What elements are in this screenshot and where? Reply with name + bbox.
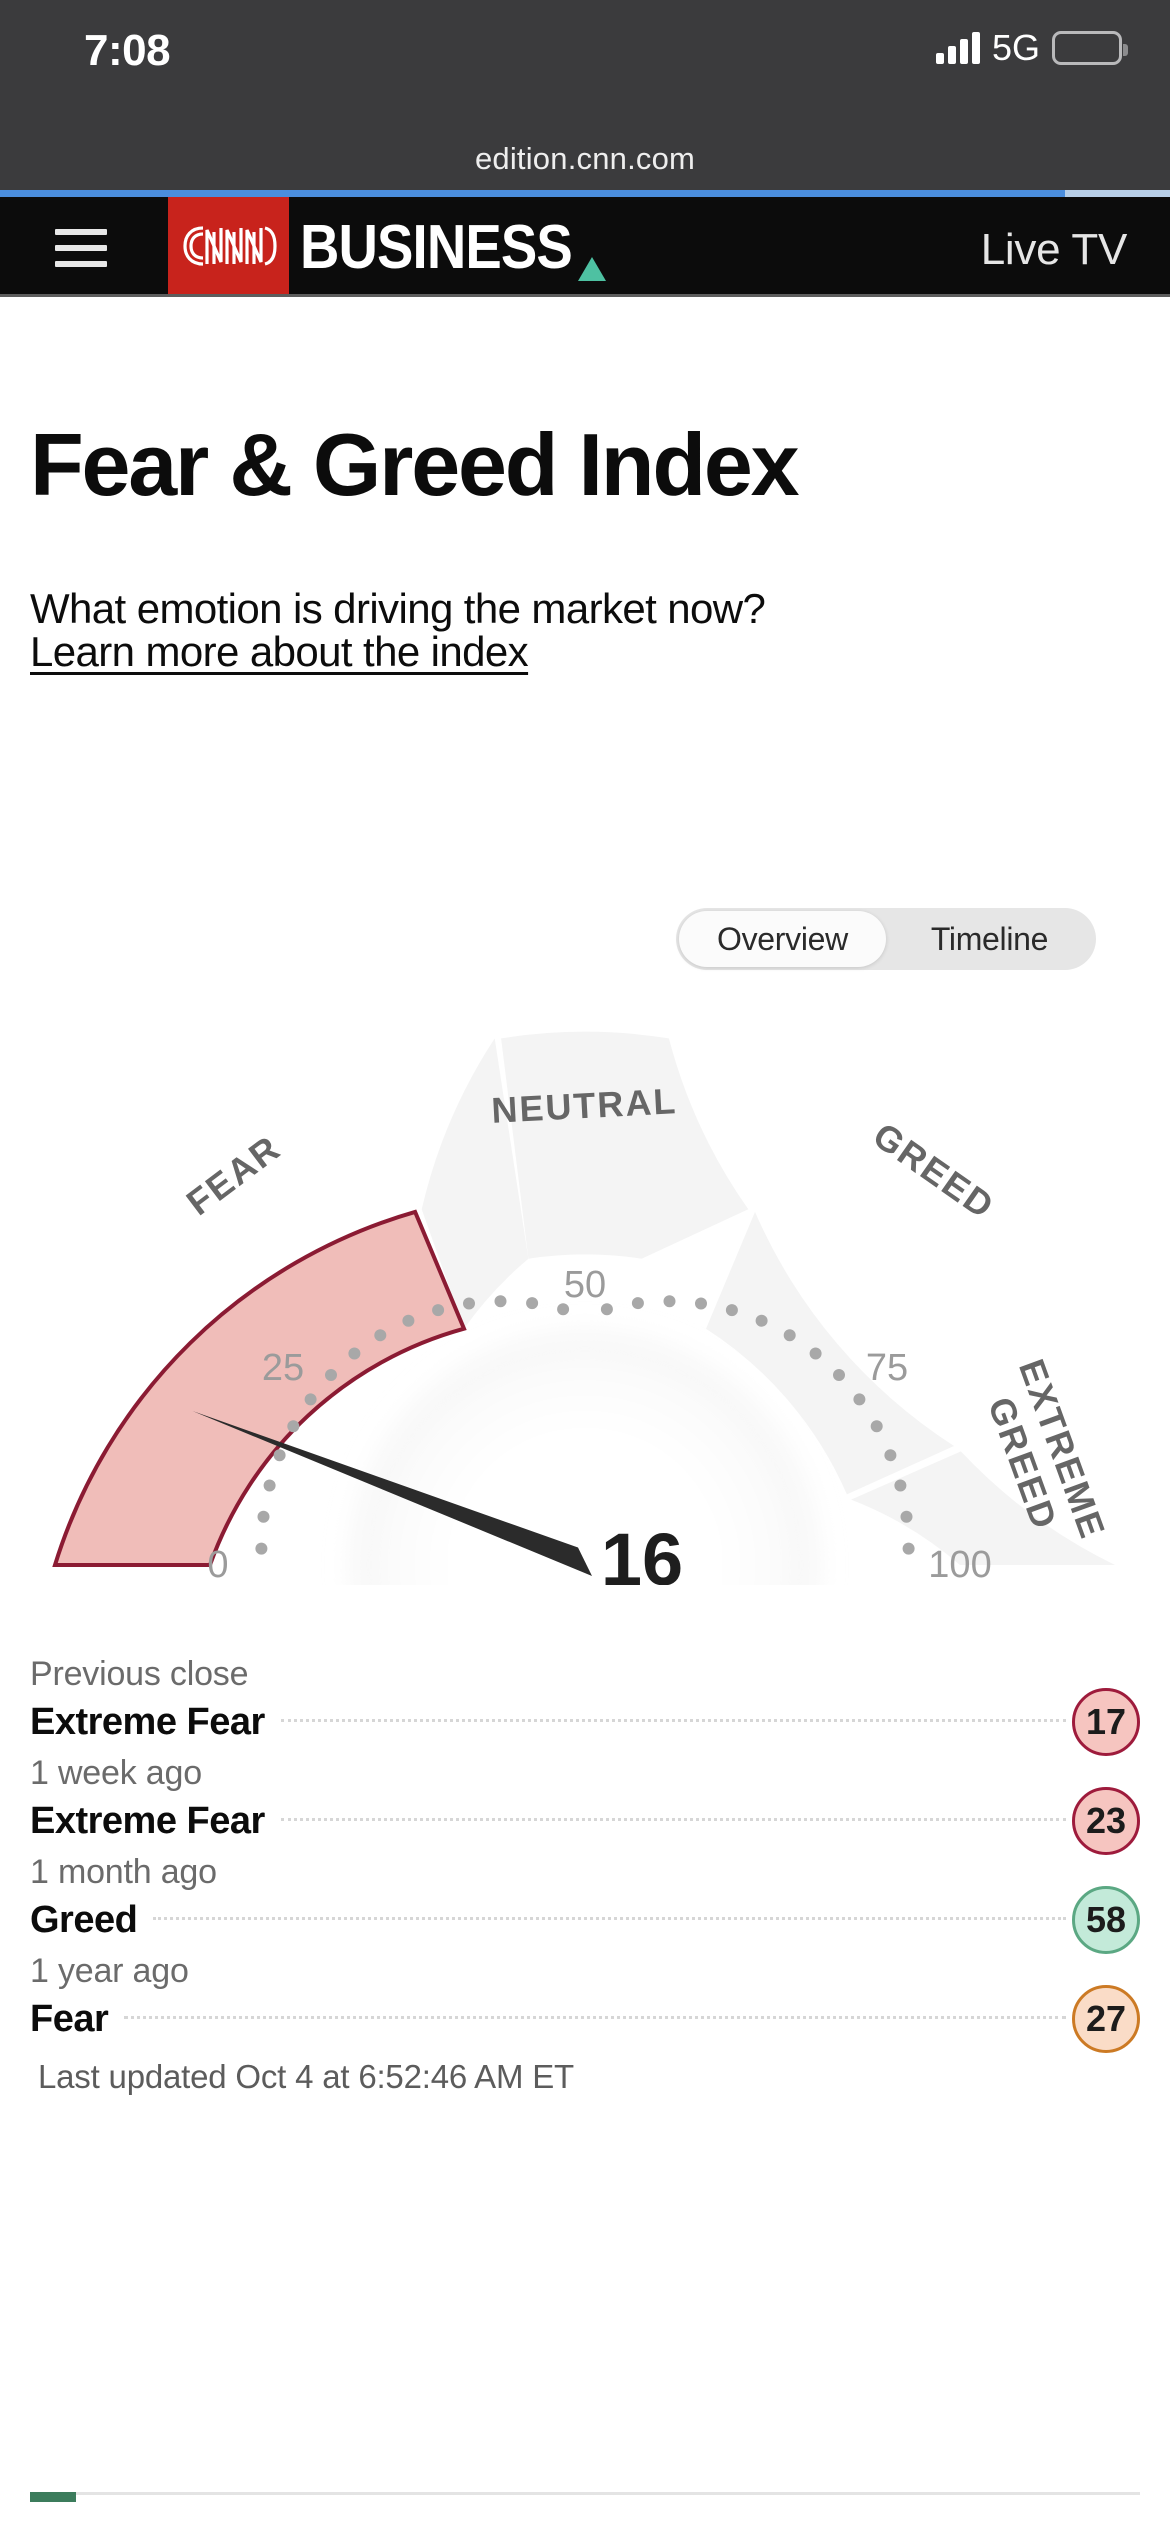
gauge-tick-0: 0 (207, 1544, 228, 1585)
history-period: 1 week ago (30, 1754, 202, 1792)
page-load-progress-bar (0, 190, 1170, 197)
url-text: edition.cnn.com (474, 140, 696, 176)
gauge-tick-25: 25 (262, 1347, 304, 1389)
page-load-progress-fill (0, 190, 1065, 197)
gauge-hub (467, 1447, 703, 1585)
gauge-segment-greed (706, 1211, 954, 1495)
gauge-needle (192, 1411, 592, 1576)
brand-word-business: BUSINESS (300, 213, 573, 282)
gauge-label-fear: FEAR (179, 1127, 288, 1224)
gauge-label-greed: GREED (866, 1114, 1003, 1227)
status-badge: 27 (1072, 1985, 1140, 2053)
history-list: Previous close Extreme Fear 17 1 week ag… (30, 1655, 1140, 2053)
status-bar-indicators: 5G (935, 27, 1128, 68)
gauge-minor-ticks (255, 1295, 915, 1555)
live-tv-link[interactable]: Live TV (980, 225, 1128, 274)
gauge-tick-75: 75 (866, 1347, 908, 1389)
gauge-tick-labels: 0 25 50 75 100 (207, 1264, 991, 1585)
history-emotion: Extreme Fear (30, 1799, 265, 1842)
view-mode-toggle[interactable]: Overview Timeline (676, 908, 1096, 970)
cellular-bars-icon (935, 32, 980, 64)
gauge-value: 16 (601, 1518, 683, 1585)
history-period: 1 year ago (30, 1952, 189, 1990)
leader-dots (280, 1817, 1066, 1821)
status-badge: 23 (1072, 1787, 1140, 1855)
battery-icon (1052, 31, 1128, 65)
status-badge: 58 (1072, 1886, 1140, 1954)
list-item: 1 month ago Greed 58 (30, 1853, 1140, 1954)
browser-url-bar[interactable]: edition.cnn.com (0, 127, 1170, 190)
gauge-segment-fear (421, 1038, 529, 1329)
history-period: Previous close (30, 1655, 249, 1693)
status-bar-clock: 7:08 (84, 26, 171, 75)
gauge-label-neutral: NEUTRAL (490, 1080, 678, 1131)
cnn-logo-icon[interactable] (168, 197, 289, 294)
history-emotion: Fear (30, 1997, 109, 2040)
gauge-segment-extreme-fear (52, 1209, 467, 1567)
cnn-business-header: BUSINESS Live TV (0, 197, 1170, 297)
history-emotion: Extreme Fear (30, 1700, 265, 1743)
leader-dots (153, 1916, 1066, 1920)
hamburger-menu-icon[interactable] (55, 229, 107, 267)
section-accent-bar (30, 2492, 76, 2502)
gauge-tick-50: 50 (564, 1264, 606, 1306)
list-item: Previous close Extreme Fear 17 (30, 1655, 1140, 1756)
triangle-up-icon (578, 257, 606, 281)
gauge-tick-100: 100 (928, 1544, 991, 1585)
history-emotion: Greed (30, 1898, 138, 1941)
last-updated-text: Last updated Oct 4 at 6:52:46 AM ET (38, 2058, 575, 2095)
gauge-segment-extreme-greed (851, 1451, 1115, 1565)
fear-greed-gauge: EXTREMEFEAR FEAR NEUTRAL GREED EXTREMEGR… (22, 985, 1148, 1585)
learn-more-link[interactable]: Learn more about the index (30, 628, 529, 675)
history-period: 1 month ago (30, 1853, 217, 1891)
section-divider (30, 2492, 1140, 2495)
list-item: 1 week ago Extreme Fear 23 (30, 1754, 1140, 1855)
tab-overview[interactable]: Overview (679, 911, 886, 967)
status-badge: 17 (1072, 1688, 1140, 1756)
network-type-label: 5G (991, 27, 1040, 68)
leader-dots (124, 2015, 1066, 2019)
page-subtitle: What emotion is driving the market now? (30, 585, 766, 632)
list-item: 1 year ago Fear 27 (30, 1952, 1140, 2053)
ios-status-bar: 7:08 5G (0, 0, 1170, 127)
tab-timeline[interactable]: Timeline (930, 920, 1049, 957)
gauge-segment-neutral (501, 1031, 749, 1259)
leader-dots (280, 1718, 1066, 1722)
page-title: Fear & Greed Index (30, 415, 800, 514)
